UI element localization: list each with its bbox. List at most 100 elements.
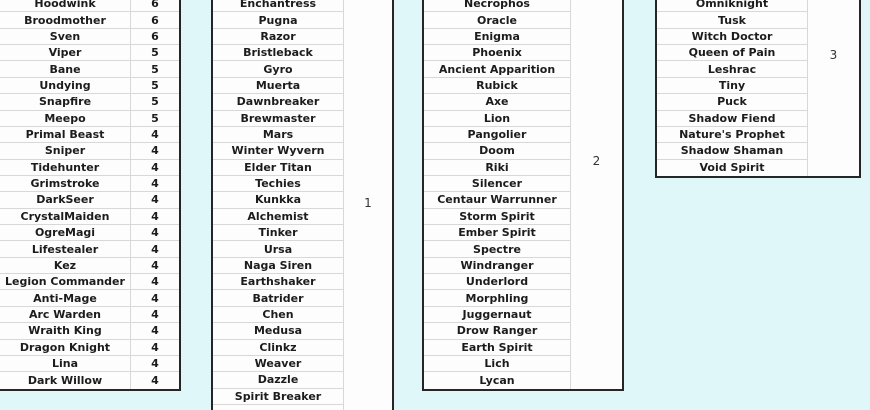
- group-number[interactable]: 1: [364, 196, 372, 210]
- hero-name-cell[interactable]: Wraith King: [0, 323, 131, 340]
- hero-name-cell[interactable]: Lion: [424, 111, 570, 127]
- hero-name-cell[interactable]: Centaur Warrunner: [424, 192, 570, 209]
- hero-name-cell[interactable]: OgreMagi: [0, 225, 131, 242]
- hero-count-cell[interactable]: 4: [131, 274, 179, 291]
- hero-name-cell[interactable]: Storm Spirit: [424, 209, 570, 226]
- hero-name-cell[interactable]: Medusa: [213, 323, 343, 340]
- hero-count-cell[interactable]: 4: [131, 340, 179, 356]
- hero-count-cell[interactable]: 4: [151, 373, 159, 387]
- hero-name-cell[interactable]: Lycan: [479, 373, 515, 387]
- hero-count-cell[interactable]: 4: [131, 258, 179, 275]
- hero-name-cell[interactable]: Dark Willow: [0, 372, 131, 389]
- hero-name-cell[interactable]: Pangolier: [424, 127, 570, 144]
- hero-name-cell[interactable]: Alchemist: [213, 209, 343, 226]
- hero-name-cell[interactable]: Elder Titan: [213, 160, 343, 176]
- hero-count-cell[interactable]: 5: [131, 111, 179, 127]
- hero-name-cell[interactable]: Sven: [0, 28, 131, 46]
- hero-name-cell[interactable]: Spectre: [424, 241, 570, 258]
- hero-name-cell[interactable]: Dazzle: [213, 372, 343, 389]
- group-number[interactable]: 2: [592, 154, 601, 168]
- hero-name-cell[interactable]: Arc Warden: [0, 306, 131, 324]
- hero-name-cell[interactable]: Anti-Mage: [0, 290, 131, 307]
- hero-name-cell[interactable]: Weaver: [213, 356, 343, 373]
- hero-name-cell[interactable]: Riki: [424, 160, 570, 176]
- hero-name-cell[interactable]: Omniknight: [657, 0, 807, 13]
- hero-name-cell[interactable]: Techies: [213, 176, 343, 193]
- hero-name-cell[interactable]: Tidehunter: [0, 159, 131, 176]
- hero-name-cell[interactable]: Spirit Breaker: [213, 389, 343, 405]
- hero-name-cell[interactable]: Ember Spirit: [424, 225, 570, 242]
- hero-count-cell[interactable]: 6: [131, 12, 179, 29]
- hero-name-cell[interactable]: Muerta: [213, 78, 343, 95]
- hero-count-cell[interactable]: 5: [131, 45, 179, 62]
- hero-name-cell[interactable]: Rubick: [424, 78, 570, 95]
- hero-name-cell[interactable]: Snapfire: [0, 94, 131, 111]
- hero-count-cell[interactable]: 5: [131, 94, 179, 111]
- hero-name-cell[interactable]: Naga Siren: [213, 258, 343, 275]
- hero-name-cell[interactable]: Shadow Fiend: [657, 111, 807, 127]
- hero-name-cell[interactable]: Grimstroke: [0, 175, 131, 193]
- hero-count-cell[interactable]: 4: [131, 127, 179, 144]
- hero-count-cell[interactable]: 4: [131, 307, 179, 324]
- hero-count-cell[interactable]: 6: [131, 29, 179, 46]
- hero-name-cell[interactable]: Shadow Shaman: [657, 143, 807, 160]
- hero-name-cell[interactable]: Morphling: [424, 290, 570, 307]
- hero-count-cell[interactable]: 4: [131, 290, 179, 307]
- hero-name-cell[interactable]: Meepo: [0, 110, 131, 127]
- hero-name-cell[interactable]: Legion Commander: [0, 274, 131, 291]
- hero-name-cell[interactable]: Void Spirit: [699, 161, 765, 175]
- hero-name-cell[interactable]: Lifestealer: [0, 241, 131, 258]
- hero-name-cell[interactable]: Nature's Prophet: [657, 127, 807, 144]
- hero-name-cell[interactable]: Drow Ranger: [424, 323, 570, 340]
- hero-name-cell[interactable]: Juggernaut: [424, 307, 570, 324]
- hero-name-cell[interactable]: Puck: [657, 94, 807, 111]
- hero-name-cell[interactable]: Ursa: [213, 241, 343, 258]
- hero-name-cell[interactable]: Winter Wyvern: [213, 143, 343, 160]
- hero-count-cell[interactable]: 4: [131, 225, 179, 242]
- hero-count-cell[interactable]: 4: [131, 241, 179, 258]
- hero-name-cell[interactable]: Tusk: [657, 12, 807, 29]
- hero-name-cell[interactable]: Chen: [213, 307, 343, 324]
- hero-name-cell[interactable]: Doom: [424, 143, 570, 160]
- hero-name-cell[interactable]: Axe: [424, 94, 570, 111]
- hero-name-cell[interactable]: Dawnbreaker: [213, 94, 343, 111]
- hero-name-cell[interactable]: Earthshaker: [213, 274, 343, 291]
- hero-name-cell[interactable]: Windranger: [424, 258, 570, 275]
- hero-name-cell[interactable]: Batrider: [213, 290, 343, 307]
- hero-count-cell[interactable]: 4: [131, 143, 179, 160]
- hero-name-cell[interactable]: Queen of Pain: [657, 45, 807, 62]
- hero-name-cell[interactable]: Pugna: [213, 12, 343, 29]
- hero-name-cell[interactable]: Necrophos: [424, 0, 570, 13]
- hero-name-cell[interactable]: Kunkka: [213, 192, 343, 209]
- hero-name-cell[interactable]: Enchantress: [213, 0, 343, 13]
- hero-name-cell[interactable]: Lich: [424, 356, 570, 373]
- hero-name-cell[interactable]: Phoenix: [424, 45, 570, 62]
- hero-name-cell[interactable]: Lina: [0, 355, 131, 373]
- hero-name-cell[interactable]: Clinkz: [213, 340, 343, 356]
- hero-count-cell[interactable]: 5: [131, 61, 179, 78]
- hero-name-cell[interactable]: Bristleback: [213, 45, 343, 62]
- hero-count-cell[interactable]: 6: [131, 0, 179, 13]
- hero-name-cell[interactable]: Viper: [0, 45, 131, 62]
- hero-name-cell[interactable]: Tiny: [657, 78, 807, 95]
- hero-name-cell[interactable]: Silencer: [424, 176, 570, 193]
- hero-name-cell[interactable]: Gyro: [213, 61, 343, 78]
- group-number[interactable]: 3: [829, 48, 838, 62]
- hero-count-cell[interactable]: 4: [131, 176, 179, 193]
- hero-count-cell[interactable]: 5: [131, 78, 179, 95]
- hero-name-cell[interactable]: CrystalMaiden: [0, 208, 131, 226]
- hero-name-cell[interactable]: Ancient Apparition: [424, 61, 570, 78]
- hero-count-cell[interactable]: 4: [131, 356, 179, 373]
- hero-name-cell[interactable]: Underlord: [424, 274, 570, 291]
- hero-name-cell[interactable]: Dragon Knight: [0, 339, 131, 356]
- hero-name-cell[interactable]: Bane: [0, 61, 131, 78]
- hero-name-cell[interactable]: Leshrac: [657, 61, 807, 78]
- hero-count-cell[interactable]: 4: [131, 323, 179, 340]
- hero-name-cell[interactable]: DarkSeer: [0, 192, 131, 209]
- hero-name-cell[interactable]: Oracle: [424, 12, 570, 29]
- hero-count-cell[interactable]: 4: [131, 160, 179, 176]
- hero-name-cell[interactable]: Kez: [0, 257, 131, 275]
- hero-name-cell[interactable]: Undying: [0, 77, 131, 95]
- hero-name-cell[interactable]: Hoodwink: [0, 0, 131, 13]
- hero-name-cell[interactable]: Earth Spirit: [424, 340, 570, 356]
